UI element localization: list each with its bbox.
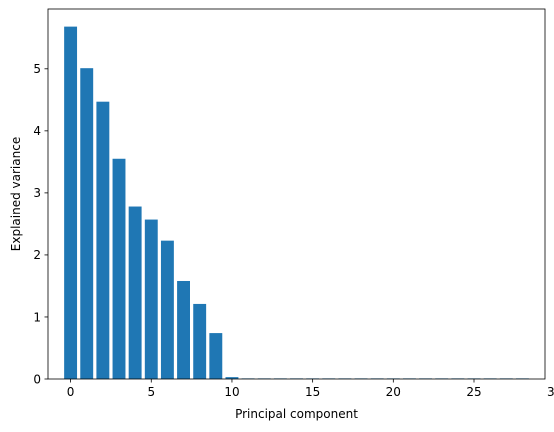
bar-pc-1 xyxy=(80,68,94,379)
y-tick-label: 4 xyxy=(33,124,41,138)
x-tick-label: 25 xyxy=(466,385,481,399)
x-tick-label: 30 xyxy=(547,385,554,399)
bar-pc-8 xyxy=(193,303,207,379)
x-tick-label: 0 xyxy=(67,385,75,399)
y-axis-label: Explained variance xyxy=(9,137,23,251)
x-tick-label: 5 xyxy=(147,385,155,399)
y-tick-label: 3 xyxy=(33,186,41,200)
bar-pc-9 xyxy=(209,333,223,379)
plot-frame xyxy=(47,8,546,380)
bar-pc-6 xyxy=(160,240,174,379)
x-tick-label: 20 xyxy=(386,385,401,399)
y-axis-ticks: 0 1 2 3 4 5 xyxy=(33,62,48,386)
bar-pc-2 xyxy=(96,101,110,379)
bar-pc-7 xyxy=(177,280,190,379)
x-tick-label: 10 xyxy=(224,385,239,399)
bar-pc-10 xyxy=(225,377,239,379)
bar-pc-0 xyxy=(64,26,78,380)
y-tick-label: 2 xyxy=(33,248,41,262)
bar-pc-3 xyxy=(112,158,126,379)
bar-pc-4 xyxy=(128,206,142,379)
x-axis-label: Principal component xyxy=(235,407,358,421)
bar-pc-5 xyxy=(144,219,158,379)
y-tick-label: 5 xyxy=(33,62,41,76)
y-tick-label: 1 xyxy=(33,310,41,324)
bars-group xyxy=(64,26,529,380)
y-tick-label: 0 xyxy=(33,372,41,386)
x-axis-ticks: 0 5 10 15 20 25 30 xyxy=(67,379,554,399)
x-tick-label: 15 xyxy=(305,385,320,399)
